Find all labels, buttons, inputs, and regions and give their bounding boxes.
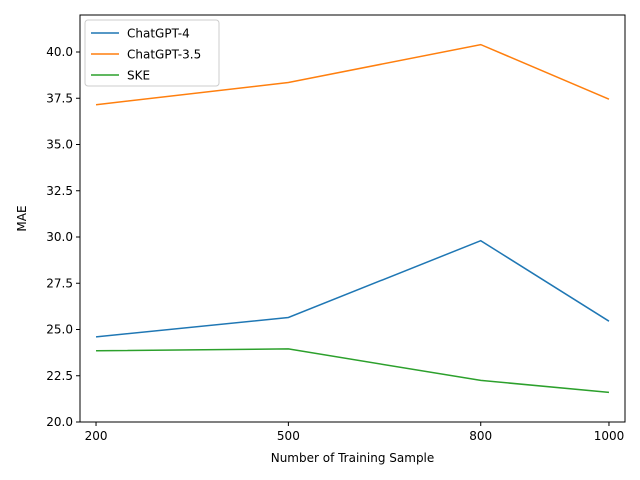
y-tick-label: 25.0 [46,323,73,337]
x-tick-label: 200 [85,429,108,443]
x-tick-label: 1000 [594,429,625,443]
y-tick-label: 27.5 [46,276,73,290]
y-tick-label: 20.0 [46,415,73,429]
x-axis: 200 500 800 1000 [85,422,625,443]
series-line-ske [96,348,610,394]
x-tick-label: 800 [469,429,492,443]
legend-box [84,19,220,87]
series-line-chatgpt-4 [95,239,610,338]
legend-label-chatgpt-3-5: ChatGPT-3.5 [127,48,201,62]
series-line-chatgpt-3-5 [95,43,610,106]
y-axis-label: MAE [15,205,29,231]
y-tick-label: 35.0 [46,138,73,152]
y-tick-label: 32.5 [46,184,73,198]
x-tick-label: 500 [277,429,300,443]
plot-frame [79,14,626,423]
series-layer [95,43,610,394]
y-tick-label: 37.5 [46,91,73,105]
y-tick-label: 22.5 [46,369,73,383]
legend-label-ske: SKE [127,69,150,83]
legend: ChatGPT-4 ChatGPT-3.5 SKE [84,19,220,87]
y-tick-label: 40.0 [46,45,73,59]
legend-label-chatgpt-4: ChatGPT-4 [127,27,190,41]
y-axis: 20.0 22.5 25.0 27.5 30.0 32.5 35.0 37.5 40.0 [46,45,80,429]
x-axis-label: Number of Training Sample [271,451,435,465]
y-tick-label: 30.0 [46,230,73,244]
